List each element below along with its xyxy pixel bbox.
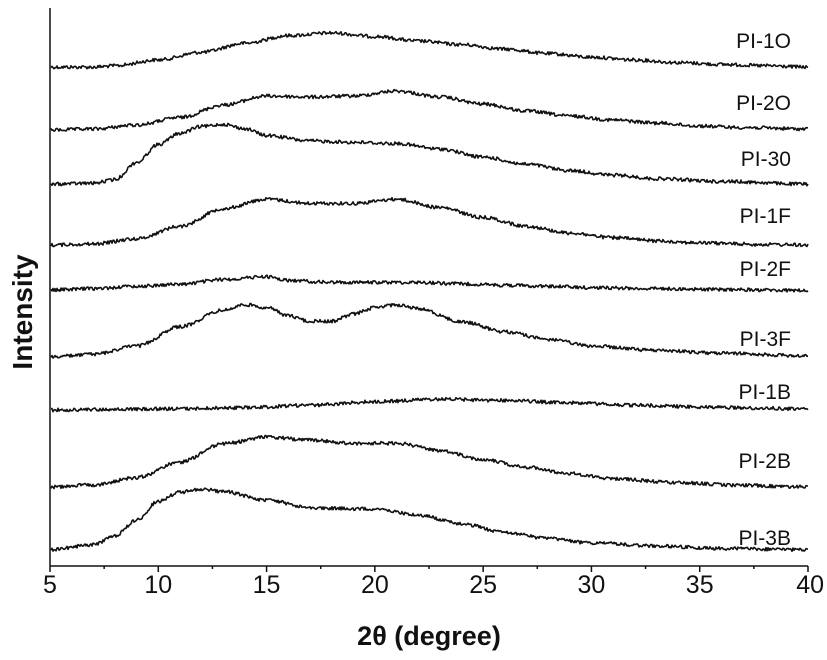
series-line-pi-2o (50, 88, 809, 132)
x-tick-label: 5 (43, 571, 57, 599)
series-layer (50, 30, 809, 553)
series-line-pi-3b (50, 487, 809, 553)
curve-label-pi-2f: PI-2F (740, 258, 791, 281)
curve-label-pi-2b: PI-2B (738, 450, 791, 473)
x-tick-label: 35 (686, 571, 714, 599)
x-tick-label: 25 (469, 571, 497, 599)
tick-layer: 5 10 15 20 25 30 35 40 (43, 566, 824, 599)
series-line-pi-1o (50, 30, 809, 70)
series-line-pi-2b (50, 434, 809, 490)
series-line-pi-1f (50, 196, 809, 248)
curve-label-pi-1o: PI-1O (736, 30, 791, 53)
series-line-pi-3f (50, 302, 809, 359)
x-tick-label: 15 (253, 571, 281, 599)
x-tick-label: 40 (796, 571, 824, 599)
series-line-pi-30 (50, 122, 809, 187)
curve-label-pi-3f: PI-3F (740, 328, 791, 351)
y-axis-label: Intensity (7, 254, 38, 370)
curve-label-layer: PI-1O PI-2O PI-30 PI-1F PI-2F PI-3F PI-1B PI-2B… (736, 30, 791, 550)
x-tick-label: 30 (578, 571, 606, 599)
x-tick-label: 10 (144, 571, 172, 599)
series-line-pi-2f (50, 274, 809, 293)
curve-label-pi-3b: PI-3B (738, 527, 791, 550)
x-axis-label: 2θ (degree) (357, 621, 501, 651)
curve-label-pi-1f: PI-1F (740, 205, 791, 228)
x-tick-label: 20 (361, 571, 389, 599)
curve-label-pi-30: PI-30 (741, 148, 791, 171)
series-line-pi-1b (50, 396, 809, 413)
curve-label-pi-2o: PI-2O (736, 92, 791, 115)
curve-label-pi-1b: PI-1B (738, 381, 791, 404)
